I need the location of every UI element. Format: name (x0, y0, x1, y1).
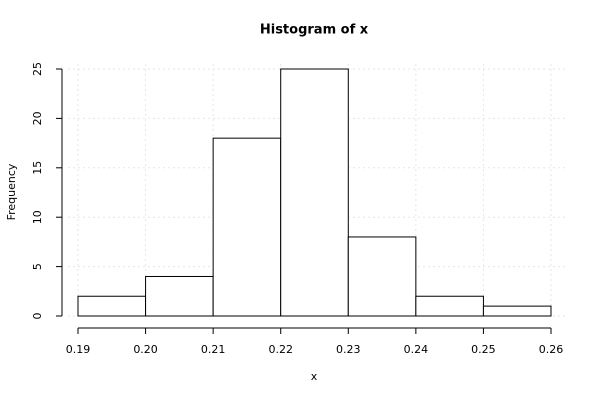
bar (482, 305, 552, 317)
x-tick-label: 0.21 (201, 343, 226, 356)
bar (77, 295, 147, 317)
bar (347, 236, 417, 317)
bar (145, 275, 214, 317)
x-tick-label: 0.26 (539, 343, 564, 356)
bar (212, 137, 282, 317)
x-tick-label: 0.24 (404, 343, 429, 356)
y-tick-label: 15 (31, 161, 44, 175)
y-tick-label: 25 (31, 62, 44, 76)
y-tick-label: 20 (31, 111, 44, 125)
bar (280, 68, 349, 317)
x-tick-label: 0.25 (471, 343, 496, 356)
x-axis-label: x (311, 370, 318, 383)
y-axis-label: Frequency (5, 163, 18, 220)
bar (415, 295, 484, 317)
x-tick-label: 0.19 (66, 343, 91, 356)
x-tick-label: 0.22 (268, 343, 293, 356)
chart-title: Histogram of x (260, 23, 369, 38)
x-tick-label: 0.23 (336, 343, 361, 356)
y-tick-label: 10 (31, 210, 44, 224)
x-tick-label: 0.20 (133, 343, 158, 356)
y-tick-label: 5 (31, 263, 44, 270)
y-tick-label: 0 (31, 313, 44, 320)
